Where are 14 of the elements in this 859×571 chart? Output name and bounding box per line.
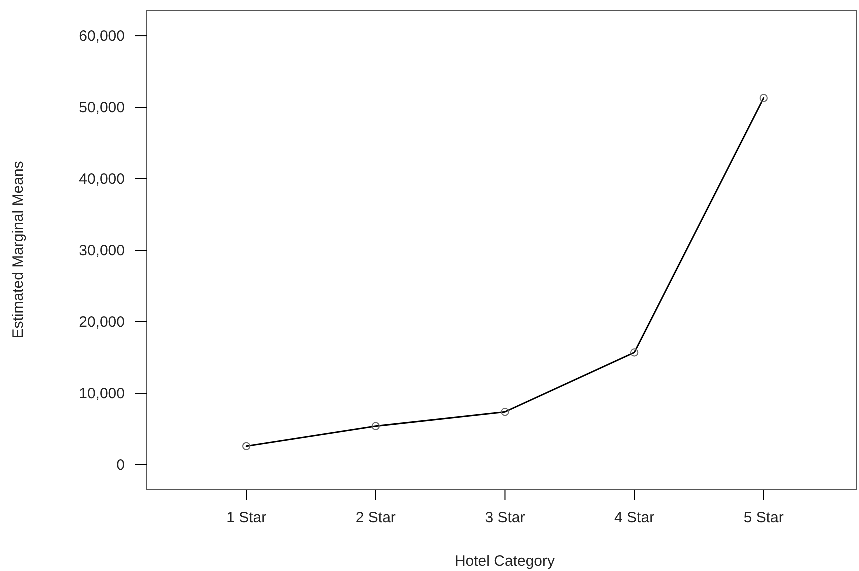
x-tick-label: 5 Star bbox=[744, 510, 784, 527]
y-tick-label: 50,000 bbox=[79, 99, 125, 116]
y-axis-title: Estimated Marginal Means bbox=[10, 161, 27, 339]
y-tick-label: 40,000 bbox=[79, 170, 125, 188]
x-tick-label: 1 Star bbox=[226, 510, 267, 527]
x-axis-title: Hotel Category bbox=[454, 553, 556, 570]
y-tick-label: 60,000 bbox=[79, 28, 125, 45]
x-tick-label: 3 Star bbox=[485, 510, 526, 527]
y-tick-label: 30,000 bbox=[79, 242, 125, 260]
y-tick-label: 10,000 bbox=[79, 385, 125, 402]
y-tick-label: 20,000 bbox=[79, 314, 125, 331]
x-tick-label: 2 Star bbox=[356, 510, 396, 527]
y-tick-label: 0 bbox=[116, 456, 125, 474]
x-tick-label: 4 Star bbox=[614, 510, 655, 527]
